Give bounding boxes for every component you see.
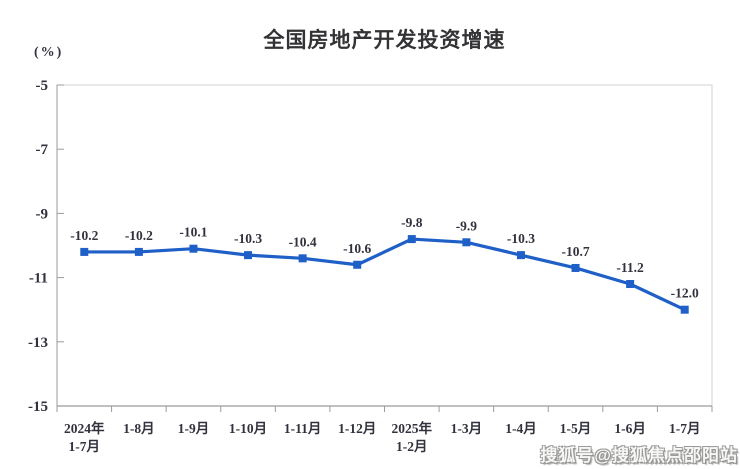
x-axis-label: 1-10月 bbox=[229, 421, 267, 436]
watermark-sohu: 搜狐号@搜狐焦点邵阳站 bbox=[540, 446, 738, 465]
data-point-marker bbox=[134, 247, 143, 256]
x-axis-label: 1-11月 bbox=[284, 421, 322, 436]
data-label: -10.4 bbox=[289, 234, 317, 249]
data-point-marker bbox=[516, 251, 525, 260]
y-tick-label: -7 bbox=[36, 142, 49, 158]
data-label: -9.9 bbox=[456, 218, 478, 233]
data-label: -10.6 bbox=[343, 241, 371, 256]
data-point-marker bbox=[80, 247, 89, 256]
data-point-marker bbox=[571, 263, 580, 272]
x-axis-label: 1-9月 bbox=[178, 421, 210, 436]
x-axis-label: 1-4月 bbox=[505, 421, 537, 436]
y-tick-label: -15 bbox=[28, 399, 48, 415]
plot-border bbox=[56, 84, 713, 407]
series-line bbox=[82, 237, 687, 312]
data-point-marker bbox=[353, 260, 362, 269]
y-tick-label: -5 bbox=[36, 78, 49, 94]
x-axis-label: 2025年 1-2月 bbox=[392, 420, 433, 454]
x-axis-label: 1-12月 bbox=[338, 421, 376, 436]
data-label: -9.8 bbox=[401, 215, 423, 230]
x-axis-label: 1-3月 bbox=[451, 421, 483, 436]
y-axis-unit-label: (%) bbox=[34, 45, 64, 60]
x-axis-label: 1-7月 bbox=[669, 421, 701, 436]
y-tick-label: -11 bbox=[29, 271, 48, 287]
data-point-marker bbox=[626, 280, 635, 289]
data-label: -10.2 bbox=[70, 228, 98, 243]
data-label: -10.7 bbox=[561, 244, 589, 259]
data-label: -11.2 bbox=[616, 260, 644, 275]
data-point-marker bbox=[298, 254, 307, 263]
data-label: -10.2 bbox=[125, 228, 153, 243]
x-axis-label: 1-8月 bbox=[123, 421, 155, 436]
x-axis-label: 1-6月 bbox=[614, 421, 646, 436]
data-point-marker bbox=[244, 251, 253, 260]
data-label: -10.3 bbox=[507, 231, 535, 246]
data-label: -10.3 bbox=[234, 231, 262, 246]
data-label: -12.0 bbox=[671, 286, 699, 301]
data-point-marker bbox=[189, 244, 198, 253]
data-point-marker bbox=[462, 238, 471, 247]
chart-title: 全国房地产开发投资增速 bbox=[263, 28, 506, 52]
x-axis-label: 2024年 1-7月 bbox=[64, 420, 105, 454]
data-point-marker bbox=[407, 235, 416, 244]
data-point-marker bbox=[680, 305, 689, 314]
y-tick-label: -13 bbox=[28, 335, 48, 351]
x-axis-label: 1-5月 bbox=[560, 421, 592, 436]
y-tick-label: -9 bbox=[36, 206, 49, 222]
data-label: -10.1 bbox=[179, 225, 207, 240]
